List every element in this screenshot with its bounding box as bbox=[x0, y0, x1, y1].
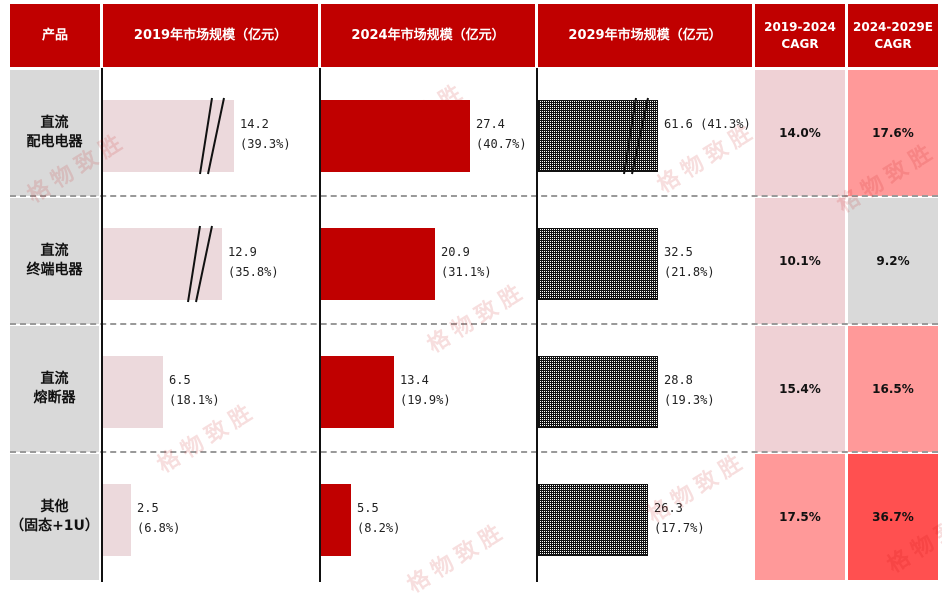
cagr-2024-2029-cell: 36.7% bbox=[848, 454, 938, 580]
bar-label-2029: 26.3 (17.7%) bbox=[654, 498, 705, 538]
bar-2029 bbox=[538, 100, 658, 172]
bar-label-2024: 5.5 (8.2%) bbox=[357, 498, 400, 538]
bar-2019 bbox=[103, 100, 234, 172]
share-label: (39.3%) bbox=[240, 137, 291, 151]
share-label: (31.1%) bbox=[441, 265, 492, 279]
share-label: (40.7%) bbox=[476, 137, 527, 151]
row-divider bbox=[10, 323, 938, 325]
market-size-table: 产品 2019年市场规模（亿元） 2024年市场规模（亿元） 2029年市场规模… bbox=[10, 4, 942, 598]
bar-label-2024: 27.4 (40.7%) bbox=[476, 114, 527, 154]
bar-2024 bbox=[321, 100, 470, 172]
header-2024: 2024年市场规模（亿元） bbox=[321, 4, 535, 67]
column-divider bbox=[536, 68, 538, 582]
bar-label-2029: 28.8 (19.3%) bbox=[664, 370, 715, 410]
share-label: (41.3%) bbox=[700, 117, 751, 131]
bar-label-2019: 2.5 (6.8%) bbox=[137, 498, 180, 538]
share-label: (19.3%) bbox=[664, 393, 715, 407]
header-2019: 2019年市场规模（亿元） bbox=[103, 4, 318, 67]
value-label: 12.9 bbox=[228, 245, 257, 259]
row-divider bbox=[10, 195, 938, 197]
value-label: 20.9 bbox=[441, 245, 470, 259]
bar-2029 bbox=[538, 484, 648, 556]
value-label: 28.8 bbox=[664, 373, 693, 387]
bar-2029 bbox=[538, 228, 658, 300]
share-label: (18.1%) bbox=[169, 393, 220, 407]
bar-label-2029: 32.5 (21.8%) bbox=[664, 242, 715, 282]
cagr-2024-2029-cell: 17.6% bbox=[848, 70, 938, 196]
share-label: (17.7%) bbox=[654, 521, 705, 535]
header-cagr-2019-2024: 2019-2024 CAGR bbox=[755, 4, 845, 67]
column-divider bbox=[101, 68, 103, 582]
product-cell: 直流 终端电器 bbox=[10, 198, 99, 324]
value-label: 61.6 bbox=[664, 117, 693, 131]
bar-2019 bbox=[103, 484, 131, 556]
cagr-2019-2024-cell: 17.5% bbox=[755, 454, 845, 580]
header-2029: 2029年市场规模（亿元） bbox=[538, 4, 752, 67]
cagr-2024-2029-cell: 16.5% bbox=[848, 326, 938, 452]
watermark: 格物致胜 bbox=[422, 276, 532, 359]
bar-label-2019: 14.2 (39.3%) bbox=[240, 114, 291, 154]
column-divider bbox=[319, 68, 321, 582]
cagr-2024-2029-cell: 9.2% bbox=[848, 198, 938, 324]
bar-label-2029: 61.6 (41.3%) bbox=[664, 114, 751, 134]
cagr-2019-2024-cell: 10.1% bbox=[755, 198, 845, 324]
bar-2019 bbox=[103, 356, 163, 428]
value-label: 6.5 bbox=[169, 373, 191, 387]
bar-2024 bbox=[321, 228, 435, 300]
bar-label-2024: 20.9 (31.1%) bbox=[441, 242, 492, 282]
share-label: (19.9%) bbox=[400, 393, 451, 407]
watermark: 格物致胜 bbox=[402, 516, 512, 599]
bar-label-2019: 6.5 (18.1%) bbox=[169, 370, 220, 410]
share-label: (8.2%) bbox=[357, 521, 401, 535]
cagr-2019-2024-cell: 15.4% bbox=[755, 326, 845, 452]
value-label: 32.5 bbox=[664, 245, 693, 259]
share-label: (21.8%) bbox=[664, 265, 715, 279]
value-label: 26.3 bbox=[654, 501, 683, 515]
axis-break-mark bbox=[199, 97, 225, 175]
value-label: 13.4 bbox=[400, 373, 429, 387]
cagr-2019-2024-cell: 14.0% bbox=[755, 70, 845, 196]
bar-2024 bbox=[321, 356, 394, 428]
row-divider bbox=[10, 451, 938, 453]
value-label: 5.5 bbox=[357, 501, 379, 515]
axis-break-mark bbox=[187, 225, 213, 303]
value-label: 14.2 bbox=[240, 117, 269, 131]
header-product: 产品 bbox=[10, 4, 100, 67]
bar-label-2019: 12.9 (35.8%) bbox=[228, 242, 279, 282]
bar-2019 bbox=[103, 228, 222, 300]
value-label: 2.5 bbox=[137, 501, 159, 515]
share-label: (35.8%) bbox=[228, 265, 279, 279]
product-cell: 直流 熔断器 bbox=[10, 326, 99, 452]
value-label: 27.4 bbox=[476, 117, 505, 131]
axis-break-mark bbox=[623, 97, 649, 175]
bar-2029 bbox=[538, 356, 658, 428]
bar-2024 bbox=[321, 484, 351, 556]
share-label: (6.8%) bbox=[137, 521, 181, 535]
product-cell: 直流 配电电器 bbox=[10, 70, 99, 196]
header-cagr-2024-2029: 2024-2029E CAGR bbox=[848, 4, 938, 67]
product-cell: 其他 （固态+1U） bbox=[10, 454, 99, 580]
bar-label-2024: 13.4 (19.9%) bbox=[400, 370, 451, 410]
